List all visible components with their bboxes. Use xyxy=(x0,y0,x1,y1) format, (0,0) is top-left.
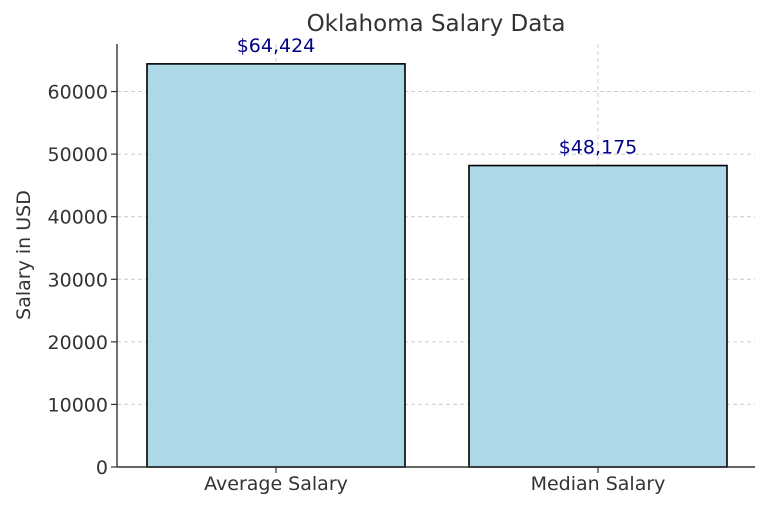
axes xyxy=(116,44,755,468)
y-tick-label: 0 xyxy=(96,457,108,479)
y-tick-label: 10000 xyxy=(48,394,108,416)
x-tick-label: Average Salary xyxy=(204,473,348,495)
data-label: $48,175 xyxy=(559,137,638,159)
bars xyxy=(146,63,728,468)
data-label: $64,424 xyxy=(237,35,316,57)
bar xyxy=(146,63,406,468)
y-tick-label: 40000 xyxy=(48,207,108,229)
y-tick-label: 20000 xyxy=(48,332,108,354)
value-labels: $64,424 $48,175 xyxy=(237,35,638,159)
y-tick-label: 60000 xyxy=(48,82,108,104)
chart-title: Oklahoma Salary Data xyxy=(307,11,566,37)
x-tick-label: Median Salary xyxy=(531,473,666,495)
bar xyxy=(468,164,728,468)
y-axis-title: Salary in USD xyxy=(13,190,35,320)
y-tick-label: 30000 xyxy=(48,269,108,291)
tick-labels: 0 10000 20000 30000 40000 50000 60000 Average S… xyxy=(48,82,666,495)
y-tick-label: 50000 xyxy=(48,144,108,166)
